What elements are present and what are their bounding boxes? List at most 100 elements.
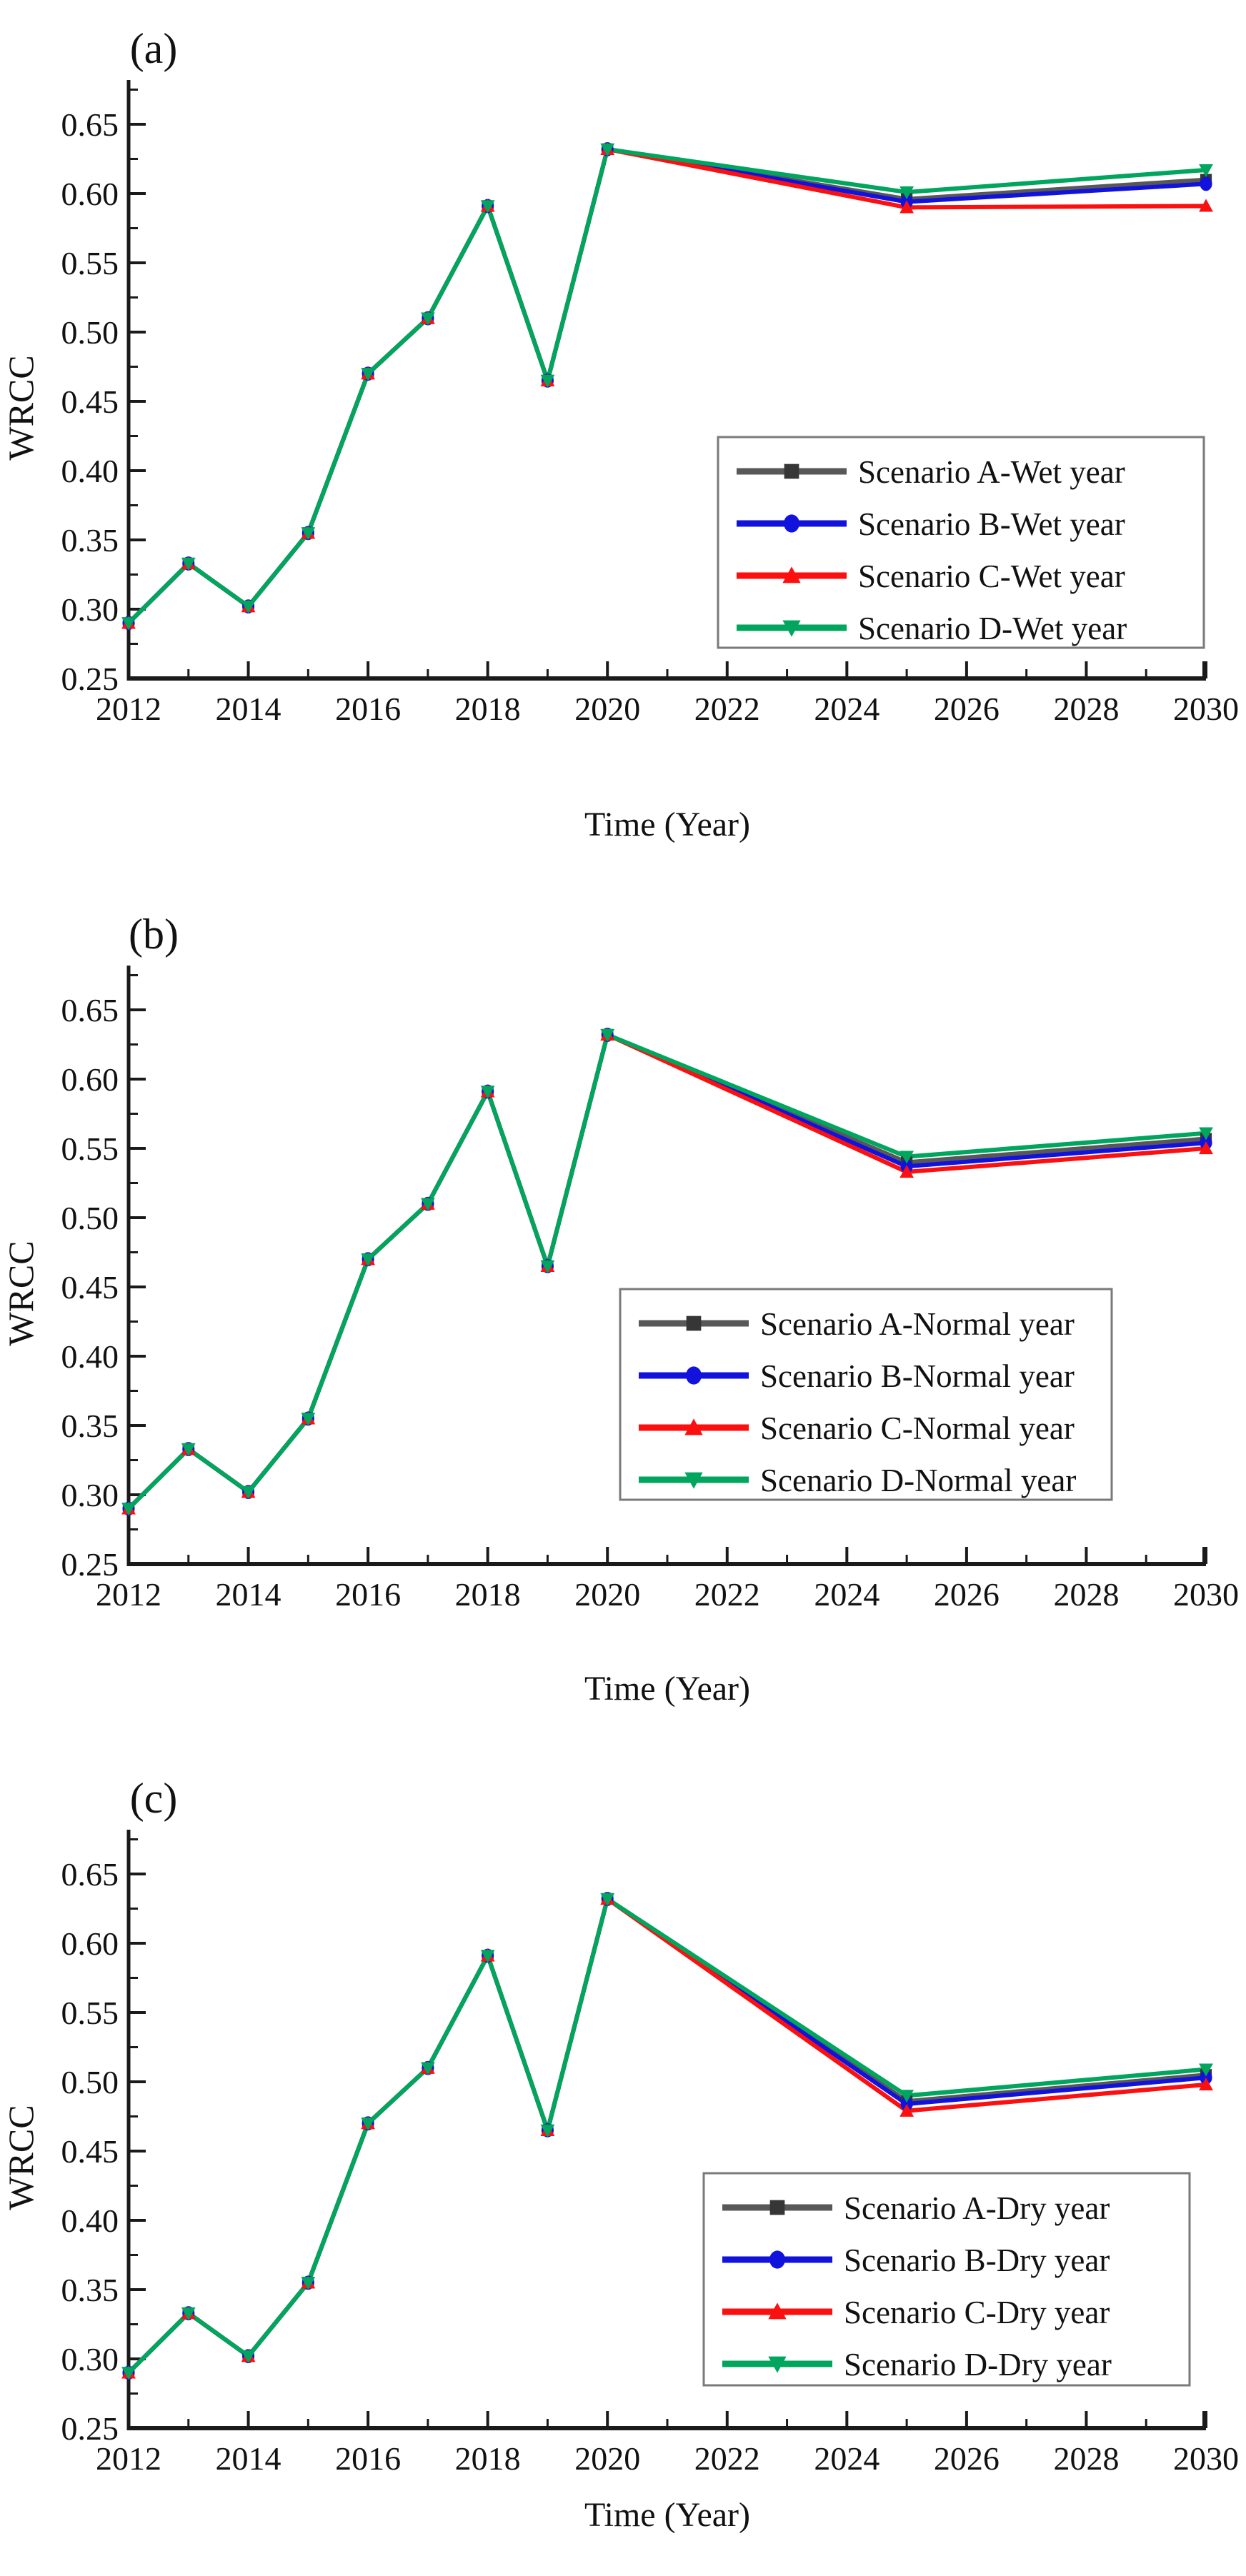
x-tick-label: 2018 xyxy=(455,2440,521,2477)
x-tick-label: 2028 xyxy=(1053,691,1119,727)
marker-triangle-down-scenario-d xyxy=(361,368,376,381)
legend-label: Scenario C-Normal year xyxy=(760,1410,1075,1446)
chart-b-canvas: (b) 0.25 0.30 0.35 0.40 0.45 0.50 0.55 0.60 0.65 2… xyxy=(1,911,1239,1708)
marker-triangle-down-scenario-d xyxy=(540,2124,555,2138)
chart-a-canvas: (a) 0.25 0.30 0.35 0.40 0.45 0.50 0.55 0.60 0.65 2… xyxy=(1,25,1239,843)
panel-label: (a) xyxy=(130,25,178,72)
y-tick-label: 0.45 xyxy=(61,384,119,420)
marker-triangle-down-scenario-d xyxy=(181,557,196,571)
marker-triangle-down-scenario-d xyxy=(1199,2063,1213,2077)
marker-triangle-down-scenario-d xyxy=(121,617,136,631)
x-tick-label: 2014 xyxy=(216,691,281,727)
y-axis-title: WRCC xyxy=(1,1241,41,1345)
y-tick-label: 0.50 xyxy=(61,314,119,351)
marker-triangle-down-scenario-d xyxy=(361,1253,376,1267)
x-tick-label: 2012 xyxy=(96,1576,161,1613)
legend-marker-square-scenario-a xyxy=(686,1315,702,1331)
marker-triangle-down-scenario-d xyxy=(480,1086,495,1099)
x-tick-label: 2028 xyxy=(1053,2440,1119,2477)
x-tick-label: 2022 xyxy=(694,2440,760,2477)
x-tick-label: 2026 xyxy=(934,691,1000,727)
legend-label: Scenario B-Dry year xyxy=(844,2242,1110,2278)
x-tick-label: 2014 xyxy=(216,2440,281,2477)
x-tick-label: 2026 xyxy=(934,2440,1000,2477)
legend-marker-circle-scenario-b xyxy=(686,1366,702,1385)
panel-label: (c) xyxy=(130,1775,178,1822)
marker-triangle-down-scenario-d xyxy=(600,143,615,156)
y-tick-label: 0.35 xyxy=(61,522,119,558)
x-tick-label: 2030 xyxy=(1173,2440,1239,2477)
x-tick-label: 2030 xyxy=(1173,691,1239,727)
y-tick-label: 0.40 xyxy=(61,2202,119,2239)
panel-b: (b) 0.25 0.30 0.35 0.40 0.45 0.50 0.55 0.60 0.65 2… xyxy=(0,886,1246,1750)
y-tick-label: 0.60 xyxy=(61,1061,119,1098)
marker-triangle-up-scenario-c xyxy=(1199,199,1213,212)
marker-triangle-up-scenario-c xyxy=(899,200,914,214)
y-tick-label: 0.40 xyxy=(61,453,119,489)
legend-marker-square-scenario-a xyxy=(769,2200,785,2215)
marker-triangle-up-scenario-c xyxy=(1199,1141,1213,1155)
y-tick-label: 0.30 xyxy=(61,2341,119,2377)
marker-triangle-down-scenario-d xyxy=(480,200,495,214)
legend-marker-triangle-up-scenario-c xyxy=(782,566,801,583)
x-tick-label: 2018 xyxy=(455,1576,521,1613)
x-axis-title: Time (Year) xyxy=(584,806,750,843)
y-tick-label: 0.35 xyxy=(61,1408,119,1444)
y-tick-label: 0.25 xyxy=(61,661,119,697)
legend-label: Scenario B-Wet year xyxy=(858,506,1125,542)
x-tick-label: 2016 xyxy=(335,691,401,727)
marker-triangle-down-scenario-d xyxy=(301,527,316,541)
marker-triangle-up-scenario-c xyxy=(899,1165,914,1178)
marker-triangle-down-scenario-d xyxy=(301,1413,316,1426)
marker-triangle-down-scenario-d xyxy=(899,1151,914,1164)
legend-marker-square-scenario-a xyxy=(784,463,799,479)
marker-triangle-down-scenario-d xyxy=(420,2062,435,2075)
x-axis-title: Time (Year) xyxy=(584,2496,750,2534)
marker-triangle-down-scenario-d xyxy=(181,2307,196,2320)
y-tick-label: 0.60 xyxy=(61,1925,119,1962)
x-tick-label: 2018 xyxy=(455,691,521,727)
marker-triangle-down-scenario-d xyxy=(420,1198,435,1211)
legend-marker-triangle-down-scenario-d xyxy=(782,620,801,637)
y-tick-label: 0.55 xyxy=(61,1131,119,1167)
legend-label: Scenario D-Normal year xyxy=(760,1463,1076,1498)
x-tick-label: 2022 xyxy=(694,1576,760,1613)
x-tick-label: 2014 xyxy=(216,1576,281,1613)
marker-triangle-down-scenario-d xyxy=(600,1893,615,1906)
x-tick-label: 2012 xyxy=(96,2440,161,2477)
x-tick-label: 2012 xyxy=(96,691,161,727)
x-tick-label: 2028 xyxy=(1053,1576,1119,1613)
marker-triangle-down-scenario-d xyxy=(899,186,914,199)
x-tick-label: 2024 xyxy=(814,691,879,727)
x-tick-label: 2022 xyxy=(694,691,760,727)
y-tick-label: 0.60 xyxy=(61,176,119,212)
x-tick-label: 2020 xyxy=(574,691,640,727)
y-tick-label: 0.40 xyxy=(61,1338,119,1375)
legend-label: Scenario C-Dry year xyxy=(844,2295,1110,2330)
x-tick-label: 2020 xyxy=(574,2440,640,2477)
y-axis-title: WRCC xyxy=(1,355,41,460)
x-tick-label: 2016 xyxy=(335,2440,401,2477)
y-axis-title: WRCC xyxy=(1,2105,41,2210)
x-tick-label: 2026 xyxy=(934,1576,1000,1613)
marker-triangle-down-scenario-d xyxy=(480,1950,495,1963)
y-tick-label: 0.45 xyxy=(61,1269,119,1305)
panel-label: (b) xyxy=(129,911,179,958)
legend-label: Scenario A-Dry year xyxy=(844,2190,1110,2226)
y-tick-label: 0.30 xyxy=(61,1477,119,1513)
marker-triangle-down-scenario-d xyxy=(600,1028,615,1042)
x-tick-label: 2024 xyxy=(814,2440,879,2477)
marker-triangle-down-scenario-d xyxy=(899,2090,914,2103)
chart-c-canvas: (c) 0.25 0.30 0.35 0.40 0.45 0.50 0.55 0.60 0.65 2… xyxy=(1,1775,1239,2534)
marker-triangle-down-scenario-d xyxy=(121,1503,136,1516)
legend-label: Scenario D-Wet year xyxy=(858,611,1127,646)
y-tick-label: 0.50 xyxy=(61,2064,119,2100)
marker-circle-scenario-b xyxy=(1200,176,1212,191)
marker-triangle-down-scenario-d xyxy=(301,2277,316,2290)
panel-c: (c) 0.25 0.30 0.35 0.40 0.45 0.50 0.55 0.60 0.65 2… xyxy=(0,1750,1246,2576)
x-tick-label: 2030 xyxy=(1173,1576,1239,1613)
marker-triangle-down-scenario-d xyxy=(241,2350,256,2364)
x-tick-label: 2020 xyxy=(574,1576,640,1613)
marker-triangle-down-scenario-d xyxy=(1199,1127,1213,1141)
